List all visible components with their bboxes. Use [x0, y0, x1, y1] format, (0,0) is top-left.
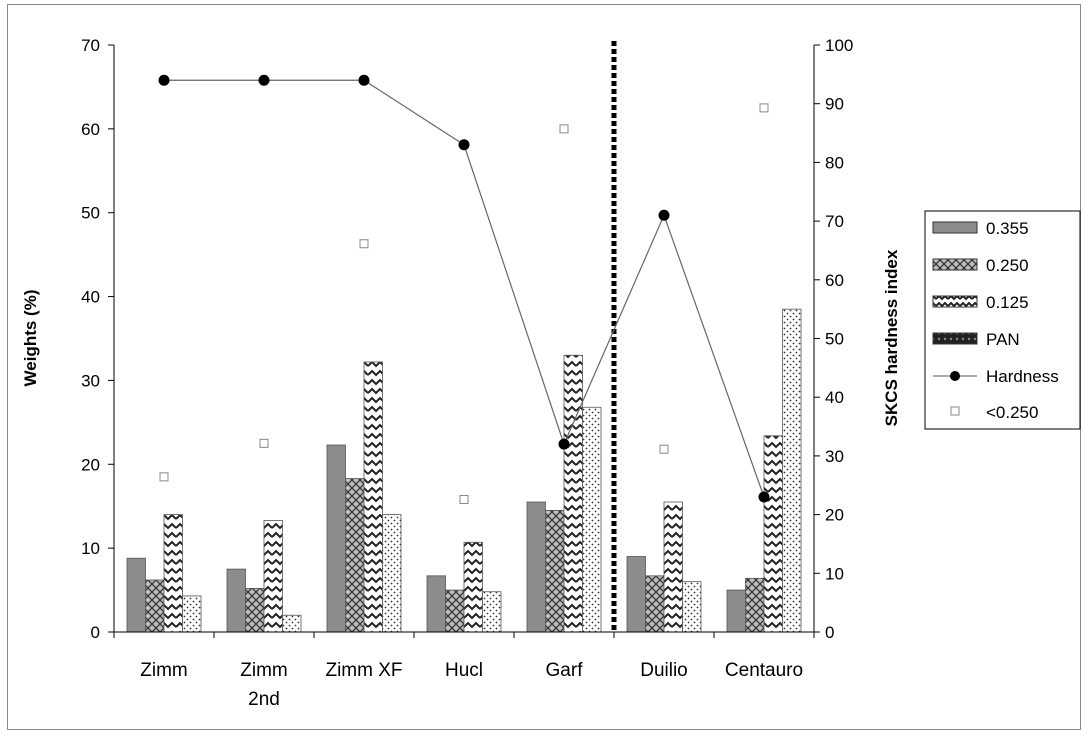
y-axis-title: Weights (%)	[21, 290, 40, 387]
bars-layer	[126, 308, 802, 633]
bar-0250-4	[545, 510, 565, 633]
bar-PAN-6	[782, 308, 802, 633]
y-tick-label-30: 30	[81, 371, 100, 390]
hardness-point-1	[258, 74, 270, 86]
fine-fraction-point-1	[259, 438, 269, 448]
legend-swatch-0250	[932, 258, 978, 271]
hardness-point-5	[658, 209, 670, 221]
legend-swatch-pan	[932, 332, 978, 345]
legend-label-pan: PAN	[986, 330, 1020, 349]
fine-fraction-point-5	[659, 444, 669, 454]
bar-0125-1	[263, 520, 283, 633]
hardness-point-0	[158, 74, 170, 86]
fine-fraction-markers-layer	[159, 103, 769, 505]
bar-0355-1	[226, 568, 246, 633]
tick-labels-layer: 0 10 20 30 40 50 60 70 0 10 20 30 40 50 60 70 80 90 100	[81, 36, 853, 642]
fine-fraction-point-4	[559, 124, 569, 134]
bar-0125-0	[163, 514, 183, 633]
bar-0125-5	[663, 501, 683, 633]
legend-box	[924, 210, 1081, 430]
legend-label-0355: 0.355	[986, 219, 1029, 238]
hardness-point-2	[358, 74, 370, 86]
bar-0355-5	[626, 556, 646, 633]
y2-tick-label-40: 40	[825, 388, 844, 407]
legend-label-hardness: Hardness	[986, 367, 1059, 386]
bar-0125-2	[363, 361, 383, 633]
bar-0125-6	[763, 435, 783, 633]
y-tick-label-40: 40	[81, 288, 100, 307]
bar-0250-6	[745, 577, 765, 633]
bar-PAN-4	[582, 406, 602, 633]
bar-PAN-1	[282, 614, 302, 633]
category-label-5: Duilio	[640, 660, 688, 681]
bar-0355-6	[726, 589, 746, 633]
category-label-6: Centauro	[725, 660, 803, 681]
bar-0250-5	[645, 575, 665, 633]
hardness-point-3	[458, 139, 470, 151]
fine-fraction-point-3	[459, 495, 469, 505]
y2-tick-label-80: 80	[825, 153, 844, 172]
hardness-line-layer	[158, 74, 770, 503]
y-tick-label-50: 50	[81, 204, 100, 223]
y2-tick-label-70: 70	[825, 212, 844, 231]
category-label-4: Garf	[546, 660, 584, 681]
category-label-3: Hucl	[445, 660, 483, 681]
y2-axis-title: SKCS hardness index	[882, 249, 901, 426]
bar-0355-2	[326, 444, 346, 633]
y2-tick-label-0: 0	[825, 623, 834, 642]
category-labels-layer: Zimm Zimm 2nd Zimm XF Hucl Garf Duilio Centauro	[140, 660, 803, 710]
y2-tick-label-100: 100	[825, 36, 853, 55]
bar-PAN-3	[482, 591, 502, 633]
hardness-point-6	[758, 491, 770, 503]
bar-0250-3	[445, 589, 465, 633]
y-tick-label-20: 20	[81, 455, 100, 474]
bar-0250-0	[145, 579, 165, 633]
y-tick-label-10: 10	[81, 539, 100, 558]
legend-label-0250: 0.250	[986, 256, 1029, 275]
category-label-0: Zimm	[140, 660, 187, 681]
hardness-point-4	[558, 438, 570, 450]
bar-0250-2	[345, 478, 365, 633]
bar-PAN-2	[382, 514, 402, 633]
bar-0125-3	[463, 541, 483, 633]
legend: 0.355 0.250 0.125 PAN Hardness <0.250	[924, 210, 1081, 430]
y2-tick-label-90: 90	[825, 95, 844, 114]
fine-fraction-point-2	[359, 239, 369, 249]
bar-PAN-5	[682, 581, 702, 633]
y2-tick-label-10: 10	[825, 564, 844, 583]
bar-0355-4	[526, 501, 546, 633]
y2-tick-label-60: 60	[825, 271, 844, 290]
fine-fraction-point-0	[159, 472, 169, 482]
axes-layer	[108, 44, 820, 638]
legend-swatch-hardness-marker	[950, 371, 960, 381]
y2-tick-label-50: 50	[825, 330, 844, 349]
bar-0355-3	[426, 575, 446, 633]
category-label-1-line1: 2nd	[248, 689, 280, 710]
legend-label-0125: 0.125	[986, 293, 1029, 312]
y-tick-label-0: 0	[91, 623, 100, 642]
bar-0355-0	[126, 557, 146, 633]
y-tick-label-70: 70	[81, 36, 100, 55]
legend-swatch-0125	[932, 295, 978, 308]
category-label-1: Zimm	[240, 660, 287, 681]
legend-swatch-0355	[932, 221, 978, 234]
y-tick-label-60: 60	[81, 120, 100, 139]
fine-fraction-point-6	[759, 103, 769, 113]
y2-tick-label-30: 30	[825, 447, 844, 466]
category-label-2: Zimm XF	[325, 660, 402, 681]
bar-0250-1	[245, 587, 265, 633]
y2-tick-label-20: 20	[825, 506, 844, 525]
legend-swatch-fine-fraction	[950, 406, 960, 416]
bar-PAN-0	[182, 595, 202, 633]
bar-0125-4	[563, 354, 583, 633]
legend-label-fine-fraction: <0.250	[986, 403, 1038, 422]
